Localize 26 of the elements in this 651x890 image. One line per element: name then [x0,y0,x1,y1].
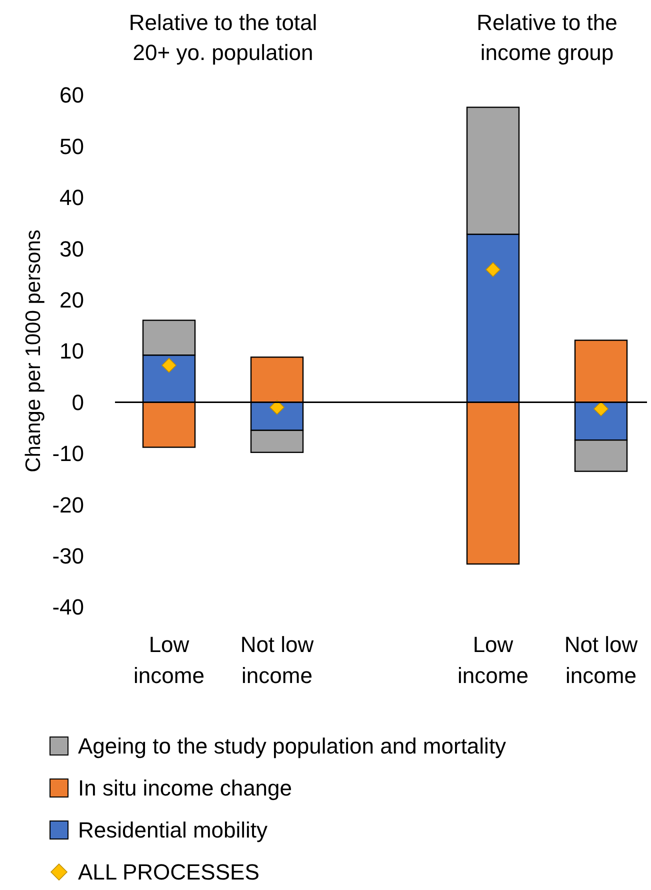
y-tick-label: 50 [60,134,84,159]
point [594,401,608,416]
legend-label: Residential mobility [78,818,268,843]
y-tick-label: 30 [60,236,84,262]
y-tick-label: 40 [60,185,84,210]
point [162,358,176,373]
y-tick-label: 0 [72,390,84,415]
point [270,400,284,415]
x-tick-label: Not low income [240,632,314,688]
legend-label: Ageing to the study population and mortality [78,734,506,759]
y-tick-label: -10 [52,441,84,466]
y-tick-label: -20 [52,492,84,518]
y-axis-title: Change per 1000 persons [22,230,45,472]
legend-label: In situ income change [78,776,292,801]
y-tick-label: -40 [52,594,84,620]
text: Relative to the income group [476,10,618,65]
x-tick-label: Low income [458,632,528,688]
x-tick-label: Not low income [564,632,638,688]
text: Relative to the total 20+ yo. population [128,10,318,65]
y-tick-label: 20 [60,288,84,312]
legend-label: ALL PROCESSES [78,860,260,885]
point [486,262,500,277]
y-tick-label: 10 [60,338,84,364]
x-tick-label: Low income [134,632,204,688]
y-tick-label: -30 [52,544,84,568]
y-tick-label: 60 [60,82,84,108]
